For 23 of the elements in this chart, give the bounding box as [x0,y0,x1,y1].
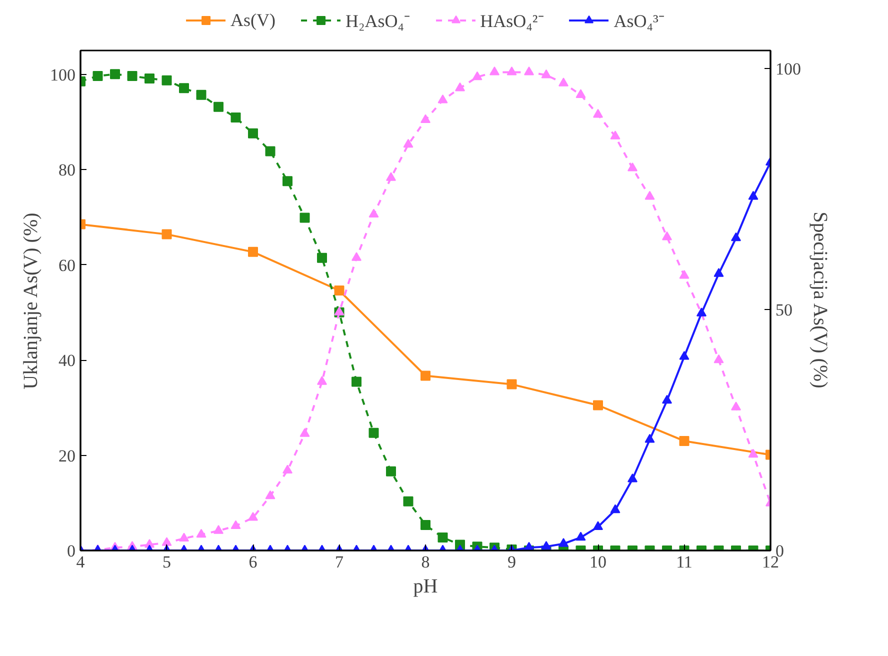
y-tick-label: 60 [58,256,76,275]
y2-axis-title: Specijacija As(V) (%) [809,212,831,388]
x-tick-label: 9 [508,552,516,572]
legend-label: AsO₄³⁻ [614,10,664,32]
y-tick-label: 80 [58,160,76,180]
y-tick-label: 0 [67,542,76,560]
y-tick-label: 20 [58,446,76,466]
x-tick-label: 11 [676,552,692,572]
y-axis-title: Uklanjanje As(V) (%) [20,212,42,390]
x-tick-label: 5 [162,552,171,572]
x-tick-label: 6 [248,552,258,572]
x-tick-label: 8 [421,552,430,572]
y-tick-label: 100 [50,65,76,84]
x-axis-title: pH [413,576,438,598]
legend-label: As(V) [230,10,276,30]
y2-tick-label: 50 [776,300,792,320]
y-tick-label: 40 [58,351,76,370]
x-tick-label: 10 [590,552,606,572]
x-tick-label: 7 [335,552,344,572]
legend-label: H₂AsO₄⁻ [346,10,410,32]
y2-tick-label: 100 [776,59,801,78]
x-tick-label: 4 [76,552,86,572]
legend-label: HAsO₄²⁻ [480,10,544,32]
